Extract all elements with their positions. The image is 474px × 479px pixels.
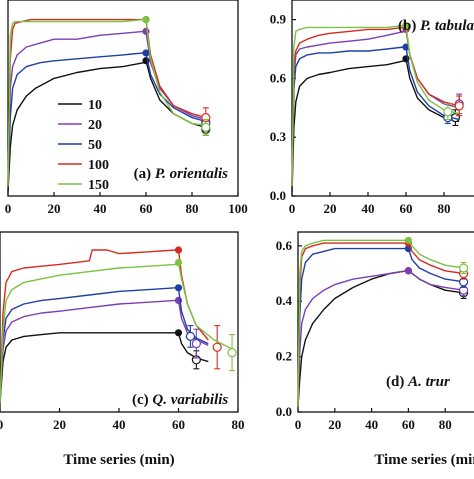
species-name: Q. variabilis xyxy=(152,392,228,408)
end-marker-50 xyxy=(185,331,195,341)
species-name: P. tabula xyxy=(420,18,474,34)
y-tick-label: 0.0 xyxy=(270,188,286,203)
series-group xyxy=(297,236,469,407)
y-tick-label: 0.9 xyxy=(270,12,287,27)
series-group xyxy=(7,16,211,193)
series-group xyxy=(291,21,464,193)
end-marker-100 xyxy=(212,342,222,352)
series-line-150 xyxy=(297,239,464,407)
panel-label: (a) xyxy=(134,166,155,182)
plot-frame xyxy=(297,231,474,413)
x-tick-label: 60 xyxy=(402,417,415,432)
legend-label-10: 10 xyxy=(88,98,102,113)
panel-title: (c) Q. variabilis xyxy=(132,392,228,408)
series-line-10 xyxy=(7,60,206,193)
panel-a: 0 20 40 60 80 100 (a) P. orientalis 10 20 50 100 15… xyxy=(5,0,248,216)
x-axis-label: Time series (min) xyxy=(63,452,174,468)
series-line-10 xyxy=(291,58,460,193)
end-marker-150 xyxy=(459,263,469,273)
x-tick-label: 20 xyxy=(53,417,66,432)
panel-label: (d) xyxy=(386,374,408,390)
series-line-20 xyxy=(0,299,209,404)
series-marker-150 xyxy=(404,236,412,244)
y-tick-label: 0.4 xyxy=(276,293,293,308)
x-tick-label: 100 xyxy=(228,201,248,216)
end-marker-150 xyxy=(443,107,453,117)
y-tick-label: 0.0 xyxy=(276,404,292,419)
x-tick-label: 40 xyxy=(362,201,375,216)
legend: 10 20 50 100 150 xyxy=(58,98,109,193)
panel-c: 0 20 40 60 80 (c) Q. variabilis Time series (m… xyxy=(0,231,245,468)
series-marker-20 xyxy=(404,267,412,275)
x-tick-label: 60 xyxy=(140,201,153,216)
x-tick-label: 0 xyxy=(5,201,12,216)
legend-label-50: 50 xyxy=(88,138,102,153)
panel-label: (b) xyxy=(398,18,420,34)
plot-frame xyxy=(0,231,239,413)
legend-label-20: 20 xyxy=(88,118,102,133)
series-marker-50 xyxy=(174,284,183,292)
series-line-100 xyxy=(297,242,464,407)
x-tick-label: 80 xyxy=(438,201,451,216)
series-line-100 xyxy=(291,26,460,187)
panel-title: (a) P. orientalis xyxy=(134,166,228,182)
end-marker-20 xyxy=(191,339,201,349)
panel-b: 0 20 40 60 80 0.0 0.3 0.6 0.9 (b) P. tabula xyxy=(270,0,474,216)
x-tick-label: 80 xyxy=(186,201,199,216)
species-name: A. trur xyxy=(407,374,450,390)
x-tick-label: 40 xyxy=(94,201,107,216)
series-marker-150 xyxy=(402,21,410,30)
y-tick-label: 0.6 xyxy=(276,238,293,253)
x-tick-label: 20 xyxy=(324,201,337,216)
series-line-100 xyxy=(7,18,206,187)
y-tick-label: 0.2 xyxy=(276,349,292,364)
x-tick-label: 80 xyxy=(232,417,245,432)
series-marker-50 xyxy=(142,49,150,57)
x-tick-label: 0 xyxy=(289,201,296,216)
plot-frame xyxy=(291,0,474,197)
panel-title: (b) P. tabula xyxy=(398,18,474,34)
series-line-150 xyxy=(0,261,233,404)
series-line-50 xyxy=(291,46,460,187)
series-marker-150 xyxy=(174,259,183,267)
series-line-150 xyxy=(7,18,206,187)
end-marker-150 xyxy=(227,348,237,358)
legend-label-100: 100 xyxy=(88,158,109,173)
series-marker-150 xyxy=(142,16,150,24)
panel-d: 0 20 40 60 80 0.0 0.2 0.4 0.6 (d) A. trur Time ser… xyxy=(276,231,474,468)
x-tick-label: 0 xyxy=(295,417,302,432)
legend-label-150: 150 xyxy=(88,178,109,193)
x-tick-label: 20 xyxy=(328,417,341,432)
species-name: P. orientalis xyxy=(155,166,228,182)
x-tick-label: 80 xyxy=(439,417,452,432)
x-tick-label: 40 xyxy=(365,417,378,432)
series-line-20 xyxy=(297,270,464,407)
series-line-150 xyxy=(291,24,460,187)
end-marker-150 xyxy=(201,122,211,133)
series-line-10 xyxy=(0,332,209,404)
x-tick-label: 60 xyxy=(172,417,185,432)
x-axis-label: Time series (min) xyxy=(374,452,474,468)
plot-frame xyxy=(7,0,239,197)
y-tick-label: 0.6 xyxy=(270,70,287,85)
series-group xyxy=(0,246,237,404)
y-tick-label: 0.3 xyxy=(270,129,287,144)
panel-label: (c) xyxy=(132,392,152,408)
x-tick-label: 40 xyxy=(113,417,126,432)
series-marker-100 xyxy=(174,246,183,254)
panel-title: (d) A. trur xyxy=(386,374,450,390)
x-tick-label: 20 xyxy=(48,201,61,216)
series-line-50 xyxy=(0,287,209,404)
series-line-50 xyxy=(297,247,464,407)
end-marker-100 xyxy=(454,101,464,111)
series-marker-10 xyxy=(174,329,183,337)
series-line-100 xyxy=(0,249,209,404)
x-tick-label: 60 xyxy=(400,201,413,216)
x-tick-label: 0 xyxy=(0,417,3,432)
series-line-20 xyxy=(7,30,206,187)
